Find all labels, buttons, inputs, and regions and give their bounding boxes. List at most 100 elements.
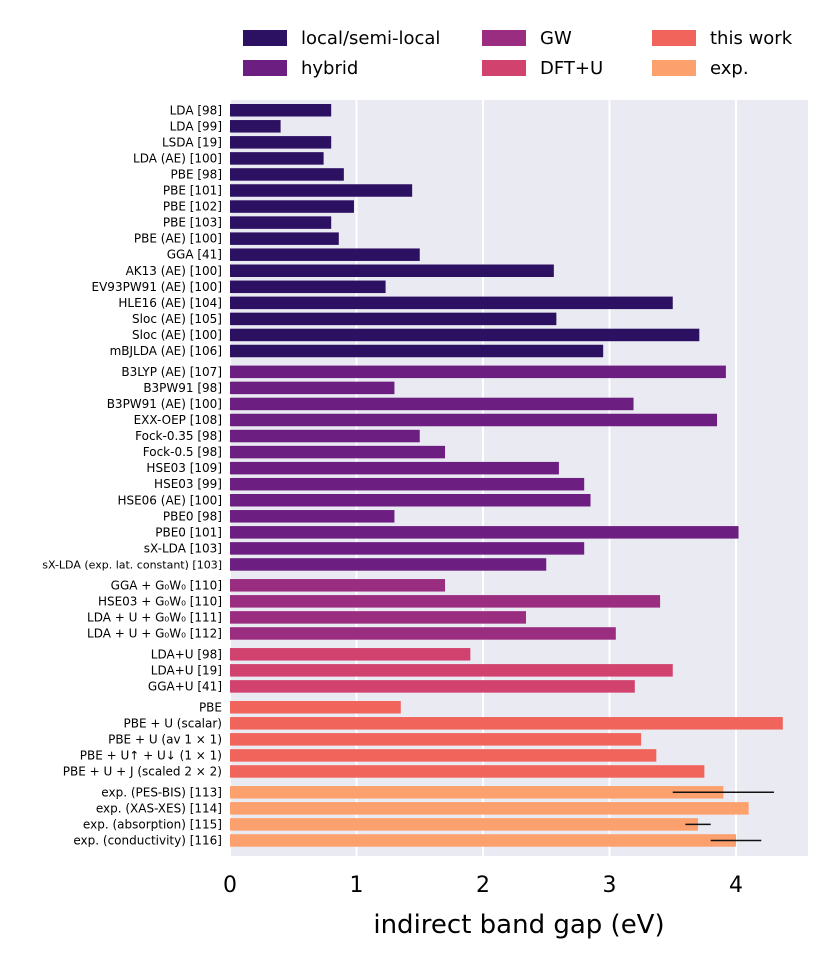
bar [230, 429, 420, 443]
bar [230, 232, 339, 245]
bar-label: PBE [101] [163, 184, 222, 198]
bar-label: PBE0 [101] [155, 525, 222, 539]
bar-label: B3LYP (AE) [107] [121, 365, 222, 379]
legend-swatch [243, 60, 287, 76]
y-axis-labels: LDA [98] LDA [99] LSDA [19] LDA (AE) [100] P… [42, 103, 222, 847]
bar [230, 445, 446, 459]
bar-label: Fock-0.5 [98] [143, 445, 222, 459]
bar-label: HSE03 + G₀W₀ [110] [98, 594, 222, 608]
bar-label: Fock-0.35 [98] [135, 429, 222, 443]
bar [230, 312, 557, 326]
bar-label: HLE16 (AE) [104] [118, 296, 222, 310]
legend: local/semi-local hybrid GW DFT+U this work ex… [243, 28, 793, 79]
bar-label: LSDA [19] [162, 135, 222, 149]
bar [230, 461, 559, 475]
legend-label: exp. [710, 58, 749, 79]
bar-label: EV93PW91 (AE) [100] [92, 280, 222, 294]
x-tick-label: 4 [729, 873, 743, 898]
bar [230, 365, 726, 379]
bar-label: LDA (AE) [100] [133, 151, 222, 165]
bar [230, 248, 420, 261]
bar-label: PBE + U↑ + U↓ (1 × 1) [80, 748, 222, 762]
bar [230, 611, 527, 624]
bar-label: PBE + U (scalar) [123, 716, 222, 730]
bar-label: LDA+U [19] [151, 663, 222, 677]
bar [230, 701, 401, 714]
bar-label: HSE03 [99] [154, 477, 222, 491]
bar [230, 152, 324, 165]
bar-label: PBE [199, 700, 222, 714]
legend-label: GW [540, 28, 572, 49]
bar-label: sX-LDA [103] [144, 541, 222, 555]
legend-label: local/semi-local [301, 28, 440, 49]
bar [230, 344, 604, 358]
bar [230, 765, 705, 778]
bar-label: EXX-OEP [108] [134, 413, 222, 427]
bar [230, 280, 386, 294]
bar [230, 526, 739, 539]
bar-label: PBE + U (av 1 × 1) [108, 732, 222, 746]
bar [230, 104, 332, 117]
bar [230, 120, 281, 133]
x-tick-label: 3 [603, 873, 617, 898]
bar [230, 510, 395, 523]
bar-label: PBE [102] [163, 200, 222, 214]
bar-label: B3PW91 (AE) [100] [107, 397, 222, 411]
bar [230, 558, 547, 571]
bar-label: exp. (PES-BIS) [113] [101, 785, 222, 799]
bar [230, 627, 616, 640]
x-tick-label: 2 [476, 873, 490, 898]
bar-label: sX-LDA (exp. lat. constant) [103] [42, 558, 222, 571]
bar [230, 200, 354, 213]
bar-label: LDA + U + G₀W₀ [111] [87, 610, 222, 624]
bar [230, 381, 395, 395]
bars [230, 104, 783, 847]
bar-label: Sloc (AE) [100] [132, 328, 222, 342]
bar-label: exp. (conductivity) [116] [73, 833, 222, 847]
bar [230, 494, 591, 507]
bar [230, 184, 413, 197]
bar [230, 296, 673, 310]
bar-label: PBE [103] [163, 216, 222, 230]
bar [230, 397, 634, 411]
bar [230, 216, 332, 229]
bar [230, 664, 673, 677]
bar-label: PBE (AE) [100] [134, 232, 222, 246]
bar [230, 802, 749, 815]
bar-label: mBJLDA (AE) [106] [110, 344, 222, 358]
bar-label: LDA [99] [170, 119, 222, 133]
bar-label: PBE [98] [171, 167, 223, 181]
bar [230, 786, 724, 799]
bar-label: PBE + U + J (scaled 2 × 2) [63, 764, 222, 778]
bar [230, 595, 661, 608]
bar-label: GGA + G₀W₀ [110] [111, 578, 222, 592]
bar-label: PBE0 [98] [163, 509, 222, 523]
legend-label: hybrid [301, 58, 358, 79]
bar-label: LDA + U + G₀W₀ [112] [87, 626, 222, 640]
bar-label: HSE03 [109] [146, 461, 222, 475]
bar-label: exp. (absorption) [115] [83, 817, 222, 831]
x-axis-label: indirect band gap (eV) [373, 910, 664, 940]
x-axis-ticks: 0 1 2 3 4 [223, 873, 743, 898]
bar-label: LDA [98] [170, 103, 222, 117]
bar [230, 648, 471, 661]
bar [230, 413, 718, 427]
bar-label: HSE06 (AE) [100] [117, 493, 222, 507]
bar [230, 477, 585, 491]
bar [230, 818, 699, 831]
bar [230, 579, 446, 592]
bar-label: Sloc (AE) [105] [132, 312, 222, 326]
bar [230, 136, 332, 149]
bar [230, 542, 585, 555]
bar [230, 834, 736, 847]
bar [230, 328, 700, 342]
bar [230, 717, 783, 730]
legend-swatch [243, 30, 287, 46]
bar-label: B3PW91 [98] [143, 381, 222, 395]
bar [230, 168, 344, 181]
legend-swatch [652, 60, 696, 76]
bar-label: GGA [41] [167, 248, 222, 262]
legend-swatch [482, 60, 526, 76]
legend-swatch [482, 30, 526, 46]
